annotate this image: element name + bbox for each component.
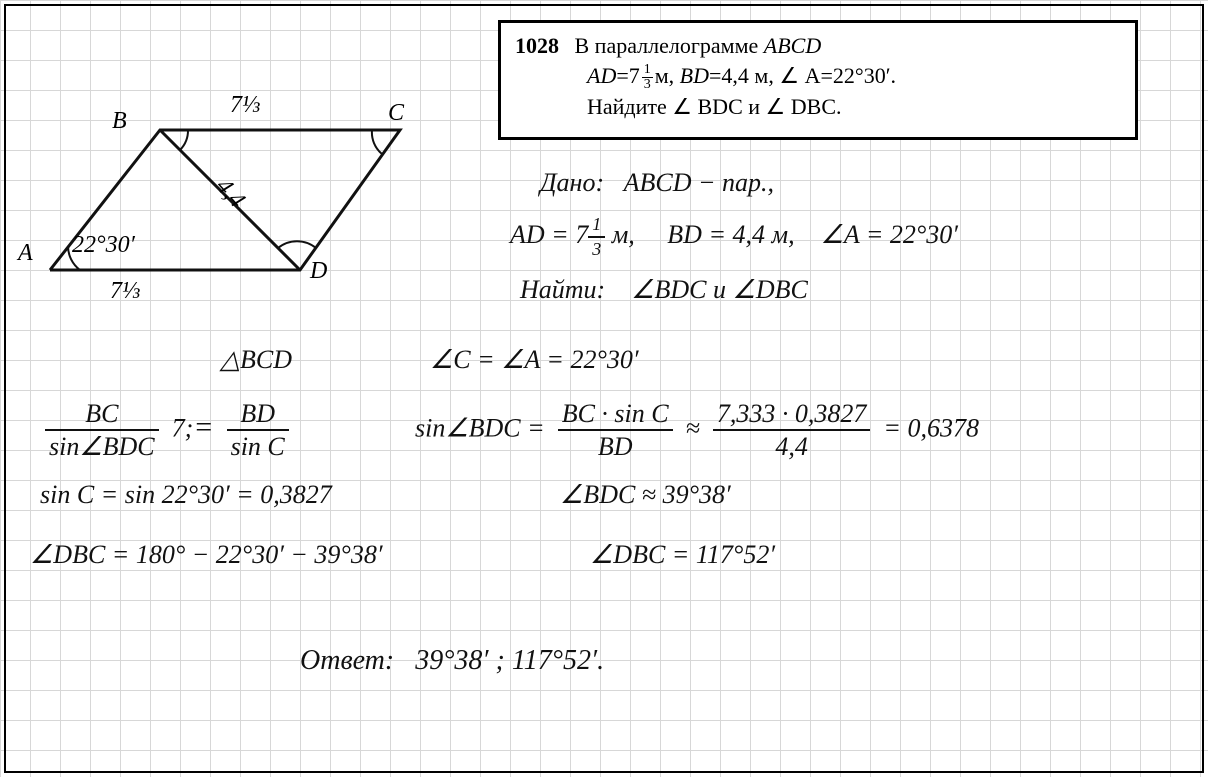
law-lhs-n: BC <box>45 400 159 431</box>
tail: м, <box>605 220 635 249</box>
dano: Дано: <box>540 168 604 197</box>
law-eq: = <box>193 410 213 443</box>
fraction-1-3: 13 <box>642 63 653 92</box>
eq3: = <box>820 63 832 88</box>
problem-line-1: 1028 В параллелограмме ABCD <box>515 31 1121 61</box>
find-lbl: Найти: <box>520 275 605 304</box>
angle-dbc-result: ∠DBC = 117°52′ <box>590 540 775 570</box>
law-rhs-n: BD <box>227 400 289 431</box>
frac-d: 3 <box>642 78 653 92</box>
eq1: = <box>616 63 628 88</box>
sin-rhs1: BC · sin C BD <box>558 400 673 461</box>
problem-statement-box: 1028 В параллелограмме ABCD AD=713м, BD=… <box>498 20 1138 140</box>
angle-arc-b <box>180 130 188 150</box>
ad-eq: AD = 7 <box>510 220 588 249</box>
sin-c-line: sin C = sin 22°30′ = 0,3827 <box>40 480 332 510</box>
angle-arc-c <box>372 130 382 154</box>
abcd: ABCD <box>764 33 821 58</box>
problem-text-1: В параллелограмме <box>575 33 764 58</box>
frac-1-3-hw: 13 <box>588 215 605 259</box>
find-line: Найти: ∠BDC и ∠DBC <box>520 275 808 305</box>
parallelogram-diagram: A B C D 7⅓ 7⅓ 4,4 22°30′ <box>10 90 450 320</box>
sin-rhs2: 7,333 · 0,3827 4,4 <box>713 400 871 461</box>
sr2d: 4,4 <box>713 431 871 460</box>
problem-line-3: Найдите ∠ BDC и ∠ DBC. <box>515 92 1121 122</box>
eq2: = <box>709 63 721 88</box>
label-angle-a: 22°30′ <box>72 232 135 259</box>
angle-arc-d <box>278 241 316 248</box>
approx: ≈ <box>686 413 700 442</box>
unit-m: м <box>655 63 669 88</box>
sr1n: BC · sin C <box>558 400 673 431</box>
answer-line: Ответ: 39°38′ ; 117°52′. <box>300 645 604 677</box>
and: и <box>748 94 765 119</box>
ad-label: AD <box>587 63 616 88</box>
problem-line-2: AD=713м, BD=4,4 м, ∠ A=22°30′. <box>515 61 1121 92</box>
ang-bdc: ∠ BDC <box>672 94 742 119</box>
label-bottom-side: 7⅓ <box>110 278 140 305</box>
find-label: Найдите <box>587 94 672 119</box>
angle-bdc-result: ∠BDC ≈ 39°38′ <box>560 480 731 510</box>
given-line-2: AD = 713 м, BD = 4,4 м, ∠A = 22°30′ <box>510 215 958 259</box>
frac-n: 1 <box>642 63 653 78</box>
dot1: . <box>891 63 897 88</box>
angle-c-eq-a: ∠C = ∠A = 22°30′ <box>430 345 639 375</box>
comma1: , <box>669 63 680 88</box>
find-val: ∠BDC и ∠DBC <box>631 275 808 304</box>
sin-result: = 0,6378 <box>883 413 979 442</box>
label-c: C <box>388 100 404 127</box>
angle-dbc-calc: ∠DBC = 180° − 22°30′ − 39°38′ <box>30 540 383 570</box>
comma2: , <box>768 63 779 88</box>
bd-eq: BD = 4,4 м, <box>667 220 794 249</box>
law-rhs: BD sin C <box>227 400 289 461</box>
problem-number: 1028 <box>515 33 569 58</box>
sr2n: 7,333 · 0,3827 <box>713 400 871 431</box>
hd: 3 <box>588 238 605 259</box>
angle-a-lbl: ∠ A <box>779 63 820 88</box>
law-of-sines: BC sin∠BDC 7;= BD sin C <box>45 400 289 461</box>
triangle-bcd: △BCD <box>220 345 292 375</box>
sin-bdc-expansion: sin∠BDC = BC · sin C BD ≈ 7,333 · 0,3827… <box>415 400 979 461</box>
sin-lhs: sin∠BDC = <box>415 413 545 442</box>
dot2: . <box>836 94 842 119</box>
label-d: D <box>310 258 327 285</box>
bd-label: BD <box>680 63 709 88</box>
answer-value: 39°38′ ; 117°52′. <box>415 645 604 676</box>
seven: 7 <box>629 63 640 88</box>
label-a: A <box>18 240 33 267</box>
hn: 1 <box>588 215 605 238</box>
ang-dbc: ∠ DBC <box>766 94 836 119</box>
given-content: ABCD − пар., <box>624 168 774 197</box>
given-label: Дано: ABCD − пар., <box>540 168 774 198</box>
law-lhs-d: sin∠BDC <box>45 431 159 460</box>
answer-label: Ответ: <box>300 645 394 676</box>
bd-val: 4,4 м <box>721 63 768 88</box>
law-rhs-d: sin C <box>227 431 289 460</box>
law-lhs: BC sin∠BDC <box>45 400 159 461</box>
label-b: B <box>112 108 127 135</box>
angle-a-val: 22°30′ <box>833 63 891 88</box>
sr1d: BD <box>558 431 673 460</box>
ang-a-eq: ∠A = 22°30′ <box>821 220 958 249</box>
label-top-side: 7⅓ <box>230 92 260 119</box>
